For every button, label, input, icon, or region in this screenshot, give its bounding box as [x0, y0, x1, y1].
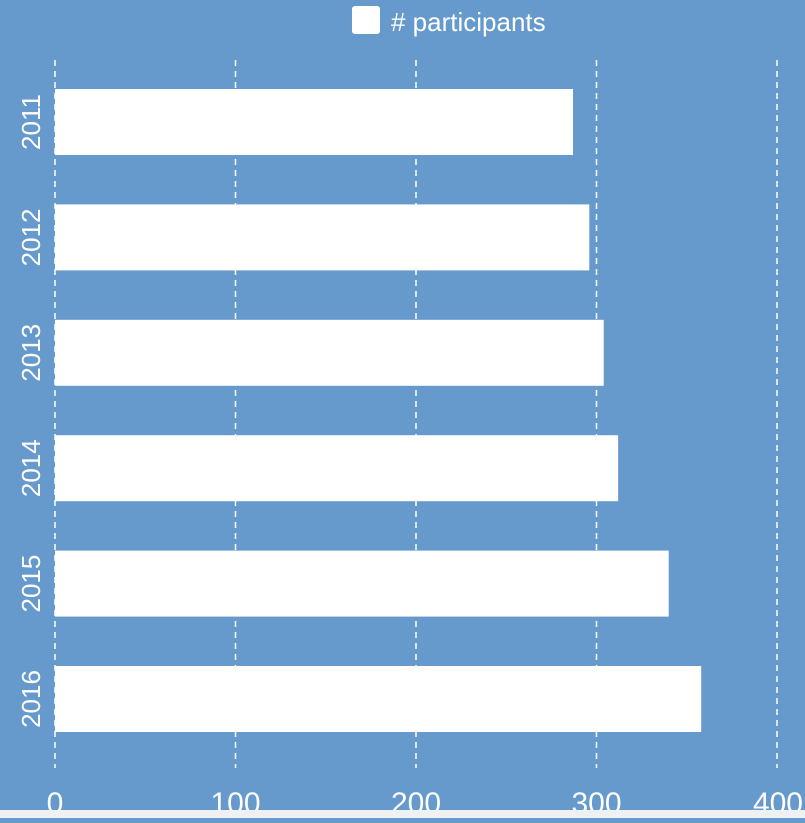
bar-2012: [55, 204, 590, 271]
bars: [55, 89, 702, 732]
bar-2015: [55, 550, 669, 617]
category-label-2016: 2016: [16, 670, 46, 728]
bar-2011: [55, 89, 574, 155]
grid-lines: [54, 60, 778, 768]
category-label-2011: 2011: [16, 94, 46, 150]
bar-2013: [55, 319, 604, 386]
legend: # participants: [352, 6, 546, 37]
category-label-2015: 2015: [16, 555, 46, 613]
bottom-border: [0, 810, 805, 818]
category-label-2013: 2013: [16, 324, 46, 382]
bar-2016: [55, 666, 702, 732]
category-labels: 2011 2012 2013 2014 2015 2016: [16, 94, 46, 728]
category-label-2012: 2012: [16, 208, 46, 266]
legend-label: # participants: [391, 7, 546, 37]
category-label-2014: 2014: [16, 439, 46, 497]
bar-2014: [55, 435, 619, 502]
legend-swatch: [352, 6, 380, 34]
